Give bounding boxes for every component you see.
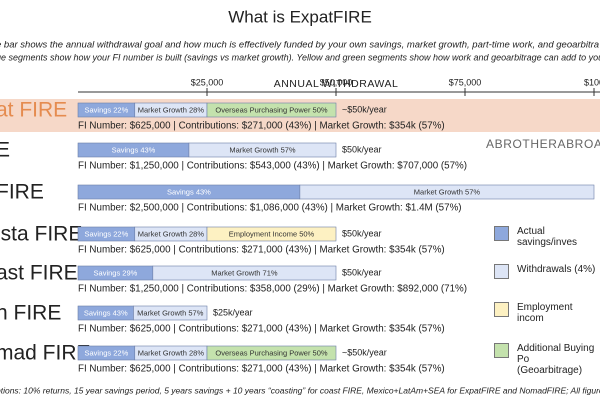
segment-label: Market Growth 71% bbox=[211, 268, 278, 277]
fi-details: FI Number: $625,000 | Contributions: $27… bbox=[78, 364, 445, 375]
segment-label: Savings 43% bbox=[112, 145, 156, 154]
segment-label: Market Growth 57% bbox=[229, 145, 296, 154]
row-label: n FIRE bbox=[0, 302, 61, 325]
legend-swatch bbox=[494, 343, 509, 358]
chart-title: What is ExpatFIRE bbox=[228, 7, 372, 26]
segment-label: Market Growth 28% bbox=[138, 348, 205, 357]
segment-label: Savings 22% bbox=[84, 105, 128, 114]
bar-segment bbox=[206, 226, 337, 242]
segment-label: Employment Income 50% bbox=[229, 229, 315, 238]
annual-label: ~$50k/year bbox=[342, 104, 387, 114]
fi-details: FI Number: $625,000 | Contributions: $27… bbox=[78, 121, 445, 132]
segment-label: Market Growth 28% bbox=[138, 105, 205, 114]
annual-label: $50k/year bbox=[342, 144, 382, 154]
legend-label: Employment incom bbox=[517, 302, 573, 324]
axis-label: ANNUAL WITHDRAWAL bbox=[274, 78, 399, 90]
segment-label: Savings 29% bbox=[94, 268, 138, 277]
segment-label: Savings 22% bbox=[84, 348, 128, 357]
annual-label: ~$50k/year bbox=[342, 347, 387, 357]
segment-label: Market Growth 57% bbox=[414, 187, 481, 196]
row-label: mad FIRE bbox=[0, 342, 91, 365]
segment-label: Savings 43% bbox=[84, 308, 128, 317]
legend-label: Additional Buying Po (Geoarbitrage) bbox=[517, 343, 595, 376]
fi-details: FI Number: $1,250,000 | Contributions: $… bbox=[78, 284, 467, 295]
legend-swatch bbox=[494, 226, 509, 241]
annual-label: $25k/year bbox=[213, 307, 253, 317]
annual-label: $50k/year bbox=[342, 228, 382, 238]
row-label: FIRE bbox=[0, 181, 44, 204]
footnote: ptions: 10% returns, 15 year savings per… bbox=[0, 385, 600, 395]
fi-details: FI Number: $1,250,000 | Contributions: $… bbox=[78, 161, 467, 172]
segment-label: Market Growth 57% bbox=[137, 308, 204, 317]
x-tick-label: $75,000 bbox=[449, 77, 482, 87]
fi-details: FI Number: $2,500,000 | Contributions: $… bbox=[78, 203, 462, 214]
legend-item: Withdrawals (4%) bbox=[494, 264, 600, 279]
segment-label: Overseas Purchasing Power 50% bbox=[215, 348, 327, 357]
subtitle: ue segments show how your FI number is b… bbox=[0, 52, 600, 62]
bar-segment bbox=[133, 305, 208, 321]
row-label: ista FIRE bbox=[0, 223, 82, 246]
legend-swatch bbox=[494, 264, 509, 279]
segment-label: Savings 22% bbox=[84, 229, 128, 238]
row-label: ast FIRE bbox=[0, 262, 78, 285]
annual-label: $50k/year bbox=[342, 267, 382, 277]
legend-item: Employment incom bbox=[494, 302, 600, 324]
watermark: ABROTHERABROAD.CO bbox=[486, 137, 600, 151]
legend-item: Actual savings/inves bbox=[494, 226, 600, 248]
row-label: at FIRE bbox=[0, 99, 67, 122]
legend-label: Actual savings/inves bbox=[517, 226, 578, 248]
subtitle: e bar shows the annual withdrawal goal a… bbox=[0, 40, 599, 51]
bar-segment bbox=[206, 102, 337, 118]
x-tick-label: $50,000 bbox=[320, 77, 353, 87]
segment-label: Market Growth 28% bbox=[138, 229, 205, 238]
legend-swatch bbox=[494, 302, 509, 317]
fi-details: FI Number: $625,000 | Contributions: $27… bbox=[78, 245, 445, 256]
x-tick-label: $25,000 bbox=[191, 77, 224, 87]
legend-item: Additional Buying Po (Geoarbitrage) bbox=[494, 343, 600, 376]
bar-segment bbox=[299, 184, 595, 200]
bar-segment bbox=[152, 265, 337, 281]
row-label: E bbox=[0, 139, 10, 162]
bar-segment bbox=[188, 142, 337, 158]
legend-label: Withdrawals (4%) bbox=[517, 264, 596, 275]
fi-details: FI Number: $625,000 | Contributions: $27… bbox=[78, 324, 445, 335]
segment-label: Savings 43% bbox=[167, 187, 211, 196]
bar-segment bbox=[206, 345, 337, 361]
x-tick-label: $100 bbox=[584, 77, 600, 87]
segment-label: Overseas Purchasing Power 50% bbox=[215, 105, 327, 114]
